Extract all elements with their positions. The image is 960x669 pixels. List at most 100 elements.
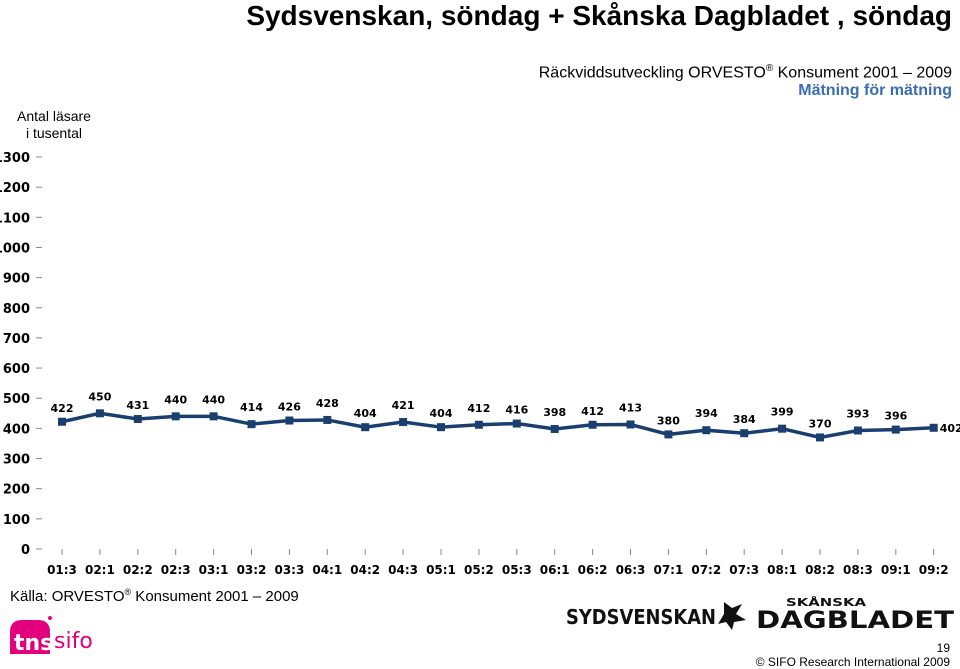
x-tick-label: 07:2 — [691, 563, 721, 577]
svg-text:tns: tns — [14, 631, 53, 656]
data-label: 426 — [278, 401, 301, 414]
data-label: 404 — [430, 407, 453, 420]
data-point — [474, 420, 483, 429]
data-point — [816, 433, 824, 442]
data-point — [133, 415, 142, 424]
data-point — [285, 416, 294, 425]
y-tick-label: 900 — [3, 272, 30, 287]
y-tick-label: 200 — [3, 483, 30, 498]
data-point — [891, 425, 900, 434]
data-label: 450 — [88, 390, 111, 403]
data-label: 412 — [467, 402, 490, 415]
x-tick-label: 05:2 — [464, 563, 494, 577]
data-point — [247, 420, 256, 429]
x-tick-label: 06:2 — [578, 563, 608, 577]
x-tick-label: 02:1 — [85, 563, 115, 577]
svg-text:DAGBLADET: DAGBLADET — [756, 606, 955, 630]
svg-text:SYDSVENSKAN: SYDSVENSKAN — [566, 605, 716, 629]
x-tick-label: 06:3 — [616, 563, 646, 577]
copyright-notice: © SIFO Research International 2009 — [755, 655, 950, 669]
data-point — [58, 417, 66, 426]
data-label: 440 — [202, 393, 225, 406]
x-tick-label: 09:1 — [881, 563, 911, 577]
data-point — [778, 424, 787, 433]
data-point — [209, 412, 218, 421]
y-tick-label: 1300 — [0, 151, 30, 166]
x-tick-label: 04:3 — [388, 563, 418, 577]
data-label: 413 — [619, 401, 642, 414]
data-point — [171, 412, 180, 421]
data-label: 399 — [771, 406, 794, 419]
data-point — [626, 420, 635, 429]
y-tick-label: 300 — [3, 453, 30, 468]
y-tick-label: 100 — [3, 513, 30, 528]
data-point — [550, 424, 559, 433]
data-label: 370 — [809, 417, 832, 430]
data-point — [853, 426, 862, 435]
page-title: Sydsvenskan, söndag + Skånska Dagbladet … — [246, 0, 952, 31]
x-tick-label: 03:3 — [274, 563, 304, 577]
y-tick-label: 1100 — [0, 211, 30, 226]
y-tick-label: 500 — [3, 392, 30, 407]
x-tick-label: 07:3 — [729, 563, 759, 577]
data-label: 422 — [51, 402, 74, 415]
x-tick-label: 08:3 — [843, 563, 873, 577]
x-tick-label: 02:2 — [123, 563, 153, 577]
data-label: 431 — [126, 399, 149, 412]
y-tick-label: 0 — [21, 543, 30, 558]
y-tick-label: 700 — [3, 332, 30, 347]
chart-subtitle-measurement: Mätning för mätning — [798, 82, 952, 99]
data-label: 384 — [733, 413, 756, 426]
x-tick-label: 01:3 — [47, 563, 77, 577]
x-tick-label: 05:3 — [502, 563, 532, 577]
sydsvenskan-logo: SYDSVENSKAN — [566, 602, 746, 630]
y-tick-label: 1200 — [0, 181, 30, 196]
svg-text:sifo: sifo — [54, 629, 93, 654]
data-point — [588, 420, 597, 429]
x-tick-label: 08:2 — [805, 563, 835, 577]
x-tick-label: 08:1 — [767, 563, 797, 577]
x-tick-label: 03:2 — [237, 563, 267, 577]
data-label: 398 — [543, 406, 566, 419]
data-point — [702, 426, 711, 435]
data-label: 414 — [240, 401, 263, 414]
data-label: 416 — [505, 404, 528, 417]
data-label: 380 — [657, 414, 680, 427]
x-tick-label: 09:2 — [919, 563, 949, 577]
data-point — [512, 419, 521, 428]
y-tick-label: 600 — [3, 362, 30, 377]
y-tick-label: 400 — [3, 422, 30, 437]
chart-subtitle: Räckviddsutveckling ORVESTO® Konsument 2… — [538, 63, 952, 82]
data-label: 394 — [695, 407, 718, 420]
data-point — [437, 423, 445, 432]
x-tick-label: 06:1 — [540, 563, 570, 577]
data-point — [399, 418, 408, 427]
y-tick-label: 1000 — [0, 241, 30, 256]
data-label: 402 — [940, 422, 960, 435]
data-point — [929, 423, 938, 432]
x-tick-label: 03:1 — [199, 563, 229, 577]
x-tick-label: 02:3 — [161, 563, 191, 577]
y-tick-label: 800 — [3, 302, 30, 317]
data-label: 428 — [316, 397, 339, 410]
x-tick-label: 04:1 — [312, 563, 342, 577]
svg-text:SKÅNSKA: SKÅNSKA — [786, 596, 867, 609]
data-point — [664, 430, 673, 439]
source-note: Källa: ORVESTO® Konsument 2001 – 2009 — [10, 587, 299, 605]
data-label: 421 — [392, 399, 415, 412]
page-number: 19 — [936, 641, 950, 655]
data-label: 440 — [164, 393, 187, 406]
data-point — [740, 429, 749, 438]
data-point — [323, 415, 332, 424]
x-tick-label: 07:1 — [653, 563, 683, 577]
data-point — [361, 423, 370, 432]
x-tick-label: 04:2 — [350, 563, 380, 577]
skanska-dagbladet-logo: SKÅNSKA DAGBLADET — [756, 596, 955, 630]
data-label: 396 — [884, 410, 907, 423]
tns-sifo-logo: tns sifo — [10, 616, 93, 656]
x-tick-label: 05:1 — [426, 563, 456, 577]
data-label: 393 — [846, 407, 869, 420]
data-label: 404 — [354, 407, 377, 420]
series-line — [61, 411, 934, 440]
